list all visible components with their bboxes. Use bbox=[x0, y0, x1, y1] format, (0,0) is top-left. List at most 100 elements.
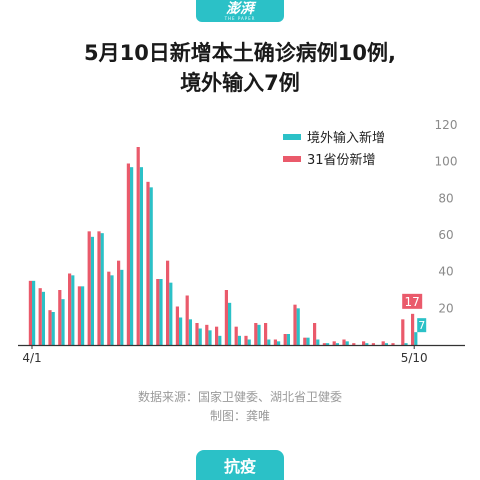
imported-bar-4/6 bbox=[81, 286, 85, 345]
hubei-bar-4/16 bbox=[175, 306, 179, 345]
imported-bar-5/7 bbox=[384, 343, 388, 345]
hubei-bar-4/25 bbox=[264, 323, 268, 345]
imported-bar-4/22 bbox=[237, 335, 241, 345]
y-tick-label: 120 bbox=[435, 118, 458, 132]
imported-bar-4/11 bbox=[130, 167, 134, 345]
imported-bar-4/19 bbox=[208, 330, 212, 345]
hubei-bar-5/5 bbox=[362, 341, 366, 345]
imported-bar-4/10 bbox=[120, 269, 124, 345]
imported-bar-4/27 bbox=[286, 334, 290, 345]
hubei-bar-4/1 bbox=[28, 280, 32, 345]
hubei-bar-5/2 bbox=[332, 341, 336, 345]
imported-last-data-label: 7 bbox=[418, 319, 425, 332]
hubei-last-data-label: 17 bbox=[405, 295, 420, 309]
hubei-bar-4/21 bbox=[224, 290, 228, 345]
hubei-bar-4/24 bbox=[254, 323, 258, 345]
legend-swatch-0 bbox=[283, 134, 301, 140]
hubei-bar-4/23 bbox=[244, 335, 248, 345]
imported-bar-5/9 bbox=[404, 343, 408, 345]
x-tick-label: 4/1 bbox=[22, 351, 41, 365]
brand-logo-text: 澎湃 bbox=[226, 0, 254, 17]
author-line: 制图：龚唯 bbox=[209, 409, 270, 423]
imported-last-label-box bbox=[417, 318, 427, 333]
hubei-bar-4/8 bbox=[97, 231, 101, 345]
imported-bar-4/9 bbox=[110, 275, 114, 345]
imported-bar-4/13 bbox=[149, 187, 153, 345]
imported-bar-4/4 bbox=[61, 299, 65, 345]
hubei-bar-4/12 bbox=[136, 147, 140, 345]
topic-tag: 抗疫 bbox=[196, 450, 284, 480]
source-note: 数据来源：国家卫健委、湖北省卫健委 制图：龚唯 bbox=[0, 388, 480, 426]
imported-bar-4/12 bbox=[139, 167, 143, 345]
hubei-bar-5/4 bbox=[352, 343, 356, 345]
imported-bar-4/5 bbox=[71, 275, 75, 345]
imported-bar-4/18 bbox=[198, 328, 202, 345]
imported-bar-4/2 bbox=[41, 291, 45, 345]
hubei-bar-5/8 bbox=[391, 343, 395, 345]
imported-bar-5/3 bbox=[345, 341, 349, 345]
y-tick-label: 80 bbox=[438, 191, 453, 205]
hubei-bar-5/1 bbox=[322, 343, 326, 345]
hubei-bar-4/18 bbox=[195, 323, 199, 345]
chart-title: 5月10日新增本土确诊病例10例, 境外输入7例 bbox=[0, 38, 480, 98]
imported-bar-4/24 bbox=[257, 324, 261, 345]
imported-bar-5/2 bbox=[335, 343, 339, 345]
brand-logo: 澎湃 THE PAPER bbox=[196, 0, 284, 22]
imported-bar-4/3 bbox=[51, 312, 55, 345]
hubei-bar-4/19 bbox=[205, 324, 209, 345]
hubei-bar-4/29 bbox=[303, 337, 307, 345]
imported-bar-5/1 bbox=[326, 343, 330, 345]
hubei-bar-5/3 bbox=[342, 339, 346, 345]
imported-bar-4/1 bbox=[32, 280, 36, 345]
hubei-bar-4/15 bbox=[166, 260, 170, 345]
imported-bar-4/21 bbox=[228, 302, 232, 345]
hubei-bar-4/28 bbox=[293, 304, 297, 345]
imported-bar-4/28 bbox=[296, 308, 300, 345]
hubei-bar-5/7 bbox=[381, 341, 385, 345]
imported-bar-4/16 bbox=[179, 317, 183, 345]
legend-swatch-1 bbox=[283, 156, 301, 162]
brand-logo-subtitle: THE PAPER bbox=[224, 15, 256, 21]
hubei-bar-4/27 bbox=[283, 334, 287, 345]
y-tick-label: 60 bbox=[438, 228, 453, 242]
imported-bar-4/15 bbox=[169, 282, 173, 345]
hubei-bar-4/2 bbox=[38, 288, 42, 345]
imported-bar-4/8 bbox=[100, 233, 104, 345]
imported-bar-4/30 bbox=[316, 339, 320, 345]
imported-bar-4/26 bbox=[277, 341, 281, 345]
hubei-bar-4/10 bbox=[117, 260, 121, 345]
imported-bar-4/20 bbox=[218, 335, 222, 345]
hubei-bar-4/5 bbox=[68, 273, 72, 345]
hubei-bar-5/10 bbox=[411, 313, 415, 345]
y-tick-label: 20 bbox=[438, 301, 453, 315]
y-tick-label: 100 bbox=[435, 155, 458, 169]
hubei-bar-4/9 bbox=[107, 271, 111, 345]
chart-title-line-2: 境外输入7例 bbox=[180, 71, 300, 95]
hubei-bar-4/30 bbox=[313, 323, 317, 345]
imported-bar-4/17 bbox=[188, 319, 192, 345]
hubei-bar-4/20 bbox=[215, 326, 219, 345]
hubei-last-label-box bbox=[402, 293, 423, 309]
hubei-bar-5/9 bbox=[401, 319, 405, 345]
hubei-bar-4/14 bbox=[156, 279, 160, 345]
imported-bar-4/25 bbox=[267, 339, 271, 345]
imported-bar-4/23 bbox=[247, 339, 251, 345]
legend-label-0: 境外输入新增 bbox=[307, 130, 385, 146]
chart-title-line-1: 5月10日新增本土确诊病例10例, bbox=[83, 41, 397, 65]
source-line: 数据来源：国家卫健委、湖北省卫健委 bbox=[137, 390, 342, 404]
hubei-bar-4/17 bbox=[185, 295, 189, 345]
imported-bar-5/10 bbox=[414, 332, 418, 345]
imported-bar-4/7 bbox=[90, 236, 94, 345]
legend-label-1: 31省份新增 bbox=[307, 152, 376, 168]
imported-bar-5/5 bbox=[365, 343, 369, 345]
hubei-bar-5/6 bbox=[371, 343, 375, 345]
hubei-bar-4/26 bbox=[273, 339, 277, 345]
x-tick-label: 5/10 bbox=[401, 351, 428, 365]
y-tick-label: 40 bbox=[438, 265, 453, 279]
hubei-bar-4/7 bbox=[87, 231, 91, 345]
hubei-bar-4/6 bbox=[77, 286, 81, 345]
hubei-bar-4/13 bbox=[146, 181, 150, 345]
imported-bar-4/14 bbox=[159, 279, 163, 345]
hubei-bar-4/4 bbox=[58, 290, 62, 345]
